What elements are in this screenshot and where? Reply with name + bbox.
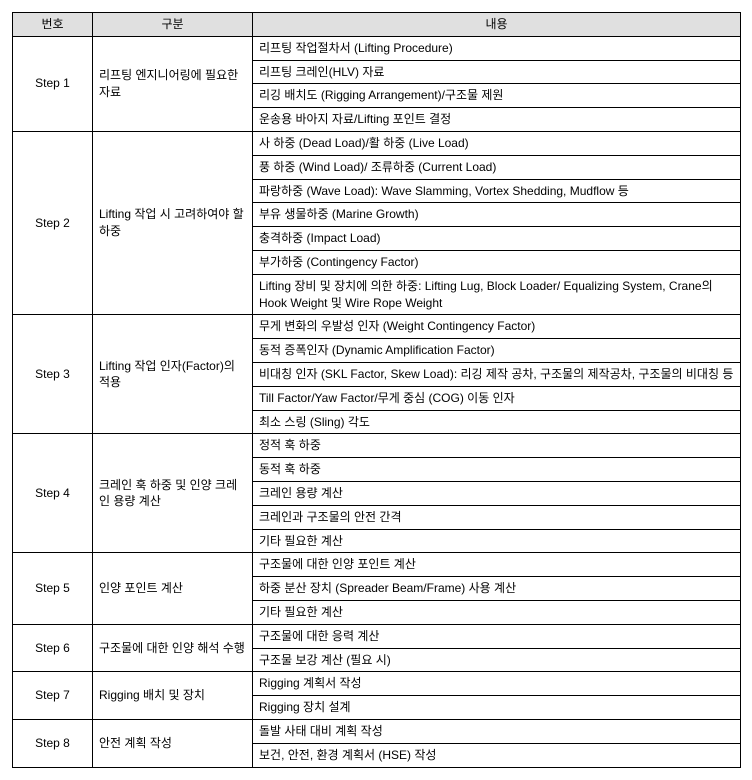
content-cell: 정적 훅 하중: [253, 434, 741, 458]
step-number-cell: Step 1: [13, 36, 93, 131]
content-cell: 리깅 배치도 (Rigging Arrangement)/구조물 제원: [253, 84, 741, 108]
content-cell: Rigging 장치 설계: [253, 696, 741, 720]
content-cell: Till Factor/Yaw Factor/무게 중심 (COG) 이동 인자: [253, 386, 741, 410]
category-cell: 리프팅 엔지니어링에 필요한 자료: [93, 36, 253, 131]
step-number-cell: Step 4: [13, 434, 93, 553]
content-cell: 파랑하중 (Wave Load): Wave Slamming, Vortex …: [253, 179, 741, 203]
table-row: Step 6구조물에 대한 인양 해석 수행구조물에 대한 응력 계산: [13, 624, 741, 648]
table-row: Step 7Rigging 배치 및 장치Rigging 계획서 작성: [13, 672, 741, 696]
content-cell: 부가하중 (Contingency Factor): [253, 250, 741, 274]
content-cell: 비대칭 인자 (SKL Factor, Skew Load): 리깅 제작 공차…: [253, 362, 741, 386]
step-number-cell: Step 5: [13, 553, 93, 624]
content-cell: 충격하중 (Impact Load): [253, 227, 741, 251]
content-cell: 구조물 보강 계산 (필요 시): [253, 648, 741, 672]
header-number: 번호: [13, 13, 93, 37]
category-cell: 안전 계획 작성: [93, 719, 253, 767]
content-cell: 보건, 안전, 환경 계획서 (HSE) 작성: [253, 743, 741, 767]
content-cell: 돌발 사태 대비 계획 작성: [253, 719, 741, 743]
category-cell: Lifting 작업 시 고려하여야 할 하중: [93, 131, 253, 314]
content-cell: Rigging 계획서 작성: [253, 672, 741, 696]
category-cell: Lifting 작업 인자(Factor)의 적용: [93, 315, 253, 434]
lifting-steps-table: 번호 구분 내용 Step 1리프팅 엔지니어링에 필요한 자료리프팅 작업절차…: [12, 12, 741, 768]
content-cell: 풍 하중 (Wind Load)/ 조류하중 (Current Load): [253, 155, 741, 179]
content-cell: 리프팅 작업절차서 (Lifting Procedure): [253, 36, 741, 60]
category-cell: 인양 포인트 계산: [93, 553, 253, 624]
table-header-row: 번호 구분 내용: [13, 13, 741, 37]
header-content: 내용: [253, 13, 741, 37]
content-cell: 동적 훅 하중: [253, 458, 741, 482]
table-row: Step 1리프팅 엔지니어링에 필요한 자료리프팅 작업절차서 (Liftin…: [13, 36, 741, 60]
content-cell: 크레인과 구조물의 안전 간격: [253, 505, 741, 529]
content-cell: 기타 필요한 계산: [253, 529, 741, 553]
step-number-cell: Step 8: [13, 719, 93, 767]
step-number-cell: Step 2: [13, 131, 93, 314]
table-row: Step 3Lifting 작업 인자(Factor)의 적용무게 변화의 우발…: [13, 315, 741, 339]
content-cell: 부유 생물하중 (Marine Growth): [253, 203, 741, 227]
content-cell: 동적 증폭인자 (Dynamic Amplification Factor): [253, 339, 741, 363]
content-cell: 기타 필요한 계산: [253, 600, 741, 624]
content-cell: 구조물에 대한 인양 포인트 계산: [253, 553, 741, 577]
table-row: Step 2Lifting 작업 시 고려하여야 할 하중사 하중 (Dead …: [13, 131, 741, 155]
step-number-cell: Step 6: [13, 624, 93, 672]
content-cell: 하중 분산 장치 (Spreader Beam/Frame) 사용 계산: [253, 577, 741, 601]
category-cell: 구조물에 대한 인양 해석 수행: [93, 624, 253, 672]
step-number-cell: Step 3: [13, 315, 93, 434]
content-cell: 운송용 바아지 자료/Lifting 포인트 결정: [253, 108, 741, 132]
table-row: Step 5인양 포인트 계산구조물에 대한 인양 포인트 계산: [13, 553, 741, 577]
table-row: Step 8안전 계획 작성돌발 사태 대비 계획 작성: [13, 719, 741, 743]
content-cell: 리프팅 크레인(HLV) 자료: [253, 60, 741, 84]
table-row: Step 4크레인 훅 하중 및 인양 크레인 용량 계산정적 훅 하중: [13, 434, 741, 458]
content-cell: 사 하중 (Dead Load)/활 하중 (Live Load): [253, 131, 741, 155]
content-cell: 구조물에 대한 응력 계산: [253, 624, 741, 648]
content-cell: 최소 스링 (Sling) 각도: [253, 410, 741, 434]
header-category: 구분: [93, 13, 253, 37]
content-cell: 무게 변화의 우발성 인자 (Weight Contingency Factor…: [253, 315, 741, 339]
category-cell: 크레인 훅 하중 및 인양 크레인 용량 계산: [93, 434, 253, 553]
content-cell: Lifting 장비 및 장치에 의한 하중: Lifting Lug, Blo…: [253, 274, 741, 315]
content-cell: 크레인 용량 계산: [253, 481, 741, 505]
